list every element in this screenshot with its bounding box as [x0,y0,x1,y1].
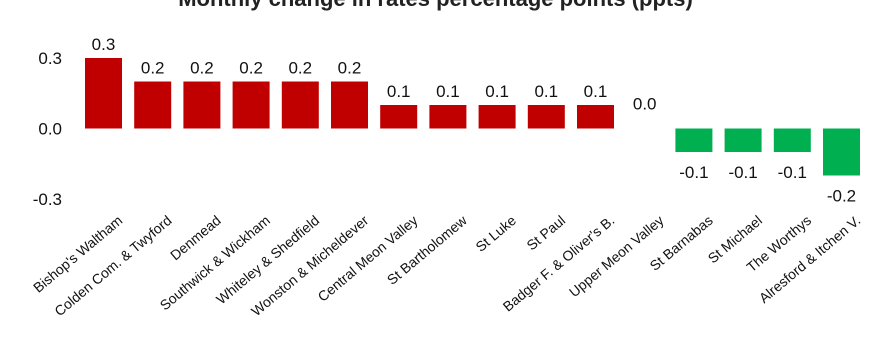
y-tick-label: -0.3 [33,190,62,209]
data-label: -0.2 [827,187,856,206]
data-label: -0.1 [679,163,708,182]
data-label: 0.2 [338,59,362,78]
bar [134,81,172,129]
data-label: 0.1 [584,82,608,101]
bar [331,81,368,129]
bar [823,128,860,176]
data-label: 0.2 [190,59,214,78]
data-label: 0.2 [141,59,165,78]
category-label: St Luke [472,212,519,255]
bar [85,58,122,129]
data-label: -0.1 [728,163,757,182]
data-label: 0.2 [288,59,312,78]
bar [232,81,270,129]
data-label: 0.1 [387,82,411,101]
y-tick-label: 0.3 [38,49,62,68]
bar [281,81,319,129]
bar [429,105,467,129]
bar [724,128,762,152]
bar [675,128,713,152]
bar [773,128,811,152]
data-label: 0.1 [485,82,509,101]
y-tick-label: 0.0 [38,120,62,139]
bar [478,105,516,129]
data-label: 0.0 [633,95,657,114]
bar [527,105,565,129]
data-label: -0.1 [778,163,807,182]
category-label: Bishop's Waltham [30,212,125,296]
data-label: 0.1 [436,82,460,101]
data-label: 0.2 [239,59,263,78]
chart-title: Monthly change in rates percentage point… [0,0,871,12]
data-label: 0.3 [92,35,116,54]
data-label: 0.1 [534,82,558,101]
bar [380,105,418,129]
category-label: St Paul [523,212,568,253]
bar [183,81,221,129]
bar [577,105,614,129]
